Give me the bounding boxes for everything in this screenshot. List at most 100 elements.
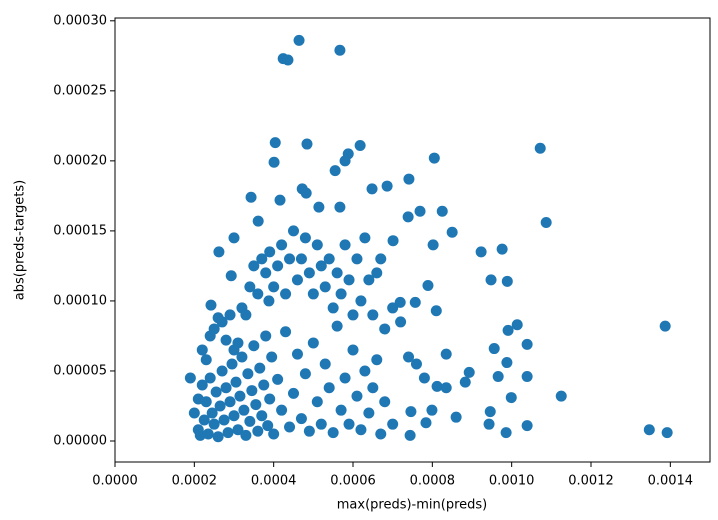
point <box>272 260 284 272</box>
point <box>347 309 359 321</box>
point <box>315 418 327 430</box>
y-tick-label: 0.00030 <box>53 13 107 28</box>
point <box>359 232 371 244</box>
y-axis-label: abs(preds-targets) <box>13 180 28 300</box>
point <box>327 302 339 314</box>
point <box>521 371 533 383</box>
x-tick-label: 0.0004 <box>251 474 297 489</box>
point <box>355 424 367 436</box>
point <box>256 410 268 422</box>
point <box>501 275 513 287</box>
point <box>366 183 378 195</box>
point <box>224 396 236 408</box>
point <box>232 337 244 349</box>
point <box>228 232 240 244</box>
point <box>351 253 363 265</box>
point <box>262 420 274 432</box>
point <box>205 299 217 311</box>
point <box>276 239 288 251</box>
point <box>363 407 375 419</box>
point <box>264 393 276 405</box>
point <box>236 351 248 363</box>
point <box>440 382 452 394</box>
point <box>232 424 244 436</box>
point <box>387 418 399 430</box>
point <box>334 201 346 213</box>
point <box>379 396 391 408</box>
point <box>244 415 256 427</box>
point <box>224 309 236 321</box>
point <box>242 368 254 380</box>
point <box>540 216 552 228</box>
y-tick-label: 0.00015 <box>53 223 107 238</box>
point <box>220 334 232 346</box>
point <box>511 319 523 331</box>
point <box>200 396 212 408</box>
point <box>426 404 438 416</box>
point <box>521 338 533 350</box>
point <box>196 344 208 356</box>
point <box>387 302 399 314</box>
point <box>303 267 315 279</box>
y-tick-label: 0.00000 <box>53 433 107 448</box>
point <box>268 281 280 293</box>
point <box>230 376 242 388</box>
y-tick-label: 0.00020 <box>53 153 107 168</box>
point <box>269 137 281 149</box>
point <box>212 431 224 443</box>
x-tick-label: 0.0008 <box>410 474 456 489</box>
point <box>375 253 387 265</box>
point <box>216 365 228 377</box>
point <box>268 428 280 440</box>
point <box>315 260 327 272</box>
point <box>266 351 278 363</box>
point <box>446 226 458 238</box>
point <box>323 253 335 265</box>
point <box>260 267 272 279</box>
point <box>661 427 673 439</box>
point <box>351 390 363 402</box>
point <box>284 253 296 265</box>
point <box>234 390 246 402</box>
point <box>475 246 487 258</box>
point <box>354 139 366 151</box>
point <box>282 54 294 66</box>
point <box>307 288 319 300</box>
x-tick-label: 0.0014 <box>648 474 694 489</box>
point <box>371 354 383 366</box>
point <box>319 281 331 293</box>
point <box>263 295 275 307</box>
point <box>245 191 257 203</box>
point <box>218 414 230 426</box>
point <box>293 34 305 46</box>
point <box>238 404 250 416</box>
point <box>343 418 355 430</box>
point <box>213 246 225 258</box>
point <box>210 386 222 398</box>
point <box>496 243 508 255</box>
point <box>414 205 426 217</box>
y-tick-label: 0.00010 <box>53 293 107 308</box>
point <box>319 358 331 370</box>
point <box>299 232 311 244</box>
point <box>375 428 387 440</box>
point <box>367 382 379 394</box>
x-tick-label: 0.0006 <box>330 474 376 489</box>
point <box>246 385 258 397</box>
point <box>252 288 264 300</box>
point <box>347 344 359 356</box>
point <box>367 309 379 321</box>
point <box>240 309 252 321</box>
point <box>198 414 210 426</box>
y-tick-label: 0.00005 <box>53 363 107 378</box>
point <box>403 351 415 363</box>
plot-frame <box>114 17 711 463</box>
point <box>335 288 347 300</box>
point <box>252 215 264 227</box>
point <box>206 407 218 419</box>
point <box>488 343 500 355</box>
point <box>327 427 339 439</box>
point <box>303 425 315 437</box>
point <box>409 296 421 308</box>
